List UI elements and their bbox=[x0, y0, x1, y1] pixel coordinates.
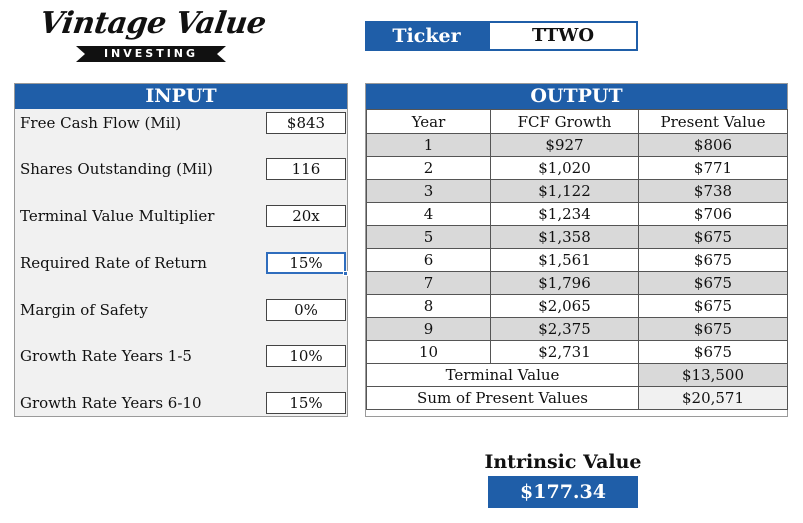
sum-present-values-label: Sum of Present Values bbox=[366, 386, 639, 410]
table-row: 10 $2,731 $675 bbox=[366, 340, 788, 364]
input-row-terminal-multiplier: Terminal Value Multiplier 20x bbox=[15, 204, 347, 228]
input-field-shares-outstanding[interactable]: 116 bbox=[266, 158, 346, 180]
table-row: 8 $2,065 $675 bbox=[366, 294, 788, 318]
table-row: 9 $2,375 $675 bbox=[366, 317, 788, 341]
table-row: 6 $1,561 $675 bbox=[366, 248, 788, 272]
pv-cell: $675 bbox=[638, 294, 788, 318]
vintage-value-logo: Vintage Value INVESTING bbox=[38, 6, 268, 62]
pv-cell: $675 bbox=[638, 271, 788, 295]
fcf-cell: $1,796 bbox=[490, 271, 639, 295]
input-label-shares-outstanding: Shares Outstanding (Mil) bbox=[20, 160, 213, 178]
output-panel: OUTPUT Year FCF Growth Present Value 1 $… bbox=[365, 83, 788, 417]
pv-cell: $806 bbox=[638, 133, 788, 157]
ticker-label: Ticker bbox=[365, 21, 488, 51]
table-row: 3 $1,122 $738 bbox=[366, 179, 788, 203]
pv-cell: $706 bbox=[638, 202, 788, 226]
sum-present-values-cell: $20,571 bbox=[638, 386, 788, 410]
pv-cell: $675 bbox=[638, 248, 788, 272]
year-cell: 4 bbox=[366, 202, 491, 226]
input-value-required-return: 15% bbox=[289, 254, 323, 272]
fcf-cell: $1,020 bbox=[490, 156, 639, 180]
fcf-cell: $1,358 bbox=[490, 225, 639, 249]
input-row-margin-of-safety: Margin of Safety 0% bbox=[15, 298, 347, 322]
table-row: 5 $1,358 $675 bbox=[366, 225, 788, 249]
table-row: 7 $1,796 $675 bbox=[366, 271, 788, 295]
input-label-terminal-multiplier: Terminal Value Multiplier bbox=[20, 207, 215, 225]
year-cell: 3 bbox=[366, 179, 491, 203]
year-cell: 2 bbox=[366, 156, 491, 180]
fcf-cell: $1,122 bbox=[490, 179, 639, 203]
fcf-cell: $1,561 bbox=[490, 248, 639, 272]
cell-fill-handle[interactable] bbox=[343, 271, 348, 276]
pv-cell: $738 bbox=[638, 179, 788, 203]
terminal-value-row: Terminal Value $13,500 bbox=[366, 363, 788, 387]
logo-script-text: Vintage Value bbox=[37, 6, 268, 41]
output-table: Year FCF Growth Present Value 1 $927 $80… bbox=[366, 109, 788, 410]
table-row: 1 $927 $806 bbox=[366, 133, 788, 157]
input-panel: INPUT Free Cash Flow (Mil) $843 Shares O… bbox=[14, 83, 348, 417]
input-field-margin-of-safety[interactable]: 0% bbox=[266, 299, 346, 321]
input-field-terminal-multiplier[interactable]: 20x bbox=[266, 205, 346, 227]
input-row-growth-1-5: Growth Rate Years 1-5 10% bbox=[15, 344, 347, 368]
input-label-growth-1-5: Growth Rate Years 1-5 bbox=[20, 347, 192, 365]
fcf-cell: $2,065 bbox=[490, 294, 639, 318]
col-header-present-value: Present Value bbox=[638, 109, 788, 134]
pv-cell: $771 bbox=[638, 156, 788, 180]
year-cell: 9 bbox=[366, 317, 491, 341]
fcf-cell: $1,234 bbox=[490, 202, 639, 226]
input-row-shares-outstanding: Shares Outstanding (Mil) 116 bbox=[15, 157, 347, 181]
intrinsic-value-label: Intrinsic Value bbox=[484, 451, 642, 473]
col-header-fcf-growth: FCF Growth bbox=[490, 109, 639, 134]
input-row-growth-6-10: Growth Rate Years 6-10 15% bbox=[15, 391, 347, 415]
input-field-required-return[interactable]: 15% bbox=[266, 252, 348, 276]
year-cell: 6 bbox=[366, 248, 491, 272]
logo-banner bbox=[76, 46, 226, 62]
year-cell: 1 bbox=[366, 133, 491, 157]
input-label-required-return: Required Rate of Return bbox=[20, 254, 207, 272]
input-row-free-cash-flow: Free Cash Flow (Mil) $843 bbox=[15, 111, 347, 135]
intrinsic-value-result: $177.34 bbox=[488, 476, 638, 508]
pv-cell: $675 bbox=[638, 225, 788, 249]
table-header-row: Year FCF Growth Present Value bbox=[366, 109, 788, 134]
input-label-margin-of-safety: Margin of Safety bbox=[20, 301, 148, 319]
terminal-value-cell: $13,500 bbox=[638, 363, 788, 387]
table-row: 2 $1,020 $771 bbox=[366, 156, 788, 180]
year-cell: 7 bbox=[366, 271, 491, 295]
input-field-growth-1-5[interactable]: 10% bbox=[266, 345, 346, 367]
input-field-growth-6-10[interactable]: 15% bbox=[266, 392, 346, 414]
input-field-free-cash-flow[interactable]: $843 bbox=[266, 112, 346, 134]
pv-cell: $675 bbox=[638, 340, 788, 364]
col-header-year: Year bbox=[366, 109, 491, 134]
ticker-input[interactable]: TTWO bbox=[488, 21, 638, 51]
year-cell: 5 bbox=[366, 225, 491, 249]
fcf-cell: $2,375 bbox=[490, 317, 639, 341]
output-header: OUTPUT bbox=[366, 84, 787, 109]
sum-present-values-row: Sum of Present Values $20,571 bbox=[366, 386, 788, 410]
year-cell: 8 bbox=[366, 294, 491, 318]
fcf-cell: $927 bbox=[490, 133, 639, 157]
table-row: 4 $1,234 $706 bbox=[366, 202, 788, 226]
logo-sub-text: INVESTING bbox=[103, 47, 199, 60]
pv-cell: $675 bbox=[638, 317, 788, 341]
input-label-free-cash-flow: Free Cash Flow (Mil) bbox=[20, 114, 182, 132]
terminal-value-label: Terminal Value bbox=[366, 363, 639, 387]
input-header: INPUT bbox=[15, 84, 347, 109]
fcf-cell: $2,731 bbox=[490, 340, 639, 364]
year-cell: 10 bbox=[366, 340, 491, 364]
input-label-growth-6-10: Growth Rate Years 6-10 bbox=[20, 394, 202, 412]
input-row-required-return: Required Rate of Return 15% bbox=[15, 251, 348, 276]
